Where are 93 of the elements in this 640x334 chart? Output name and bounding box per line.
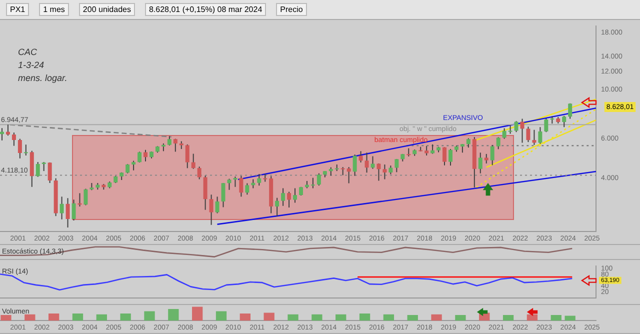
bar [455,315,466,321]
candlestick [167,136,172,146]
bar [431,314,442,321]
bar [120,314,131,321]
candlestick [245,182,250,196]
bar [359,314,370,321]
text: 200 unidades [78,3,135,16]
candlestick [185,144,190,169]
candlestick [484,153,488,164]
candlestick [316,172,321,186]
bar [216,311,227,321]
bar [383,314,394,321]
candlestick [502,128,506,140]
candlestick [310,177,315,189]
bar [96,314,107,321]
candlestick [281,188,286,206]
candlestick [126,164,130,174]
candlestick [496,136,500,150]
candlestick [18,138,22,159]
candlestick [30,150,34,188]
text: 1-3-24 [18,60,44,70]
candlestick [203,175,208,210]
bar [24,314,36,321]
bar [564,316,576,321]
candlestick [84,188,88,206]
candlestick [36,162,40,178]
candlestick [526,126,530,143]
candlestick [138,151,142,163]
candlestick [60,196,64,220]
candlestick [532,129,536,146]
text: Precio [276,3,307,16]
text: PX1 [6,3,30,16]
candlestick [538,126,542,144]
candlestick [215,196,220,214]
candlestick [466,138,470,148]
candlestick [424,145,429,156]
candlestick [430,144,435,154]
candlestick [227,178,232,190]
candlestick [197,166,202,180]
candlestick [24,144,28,156]
candlestick [66,198,70,228]
candlestick [562,115,566,128]
bar [192,306,203,321]
bar [550,315,562,321]
candlestick [144,149,148,162]
candlestick [293,188,298,204]
candlestick [173,138,178,152]
bar [240,314,251,321]
candlestick [346,166,351,184]
bar [502,315,514,321]
candlestick [191,153,196,170]
candlestick [352,154,357,176]
bar [0,315,12,321]
candlestick [221,182,226,208]
text: 1 mes [39,3,69,16]
candlestick [568,102,572,120]
candlestick [514,120,518,133]
candlestick [287,191,292,208]
candlestick [132,160,136,171]
candlestick [448,148,452,166]
candlestick [72,199,76,221]
bar [336,314,346,321]
candlestick [370,156,375,170]
text: 8.628,01 (+0,15%) 08 mar 2024 [144,3,266,16]
candlestick [12,132,16,146]
candlestick [382,164,387,180]
bar [288,314,298,321]
bar [72,314,84,321]
candlestick [544,118,548,133]
candlestick [478,152,482,174]
candlestick [257,174,262,186]
candlestick [6,124,10,136]
annotation: mens. logar. [18,73,68,84]
bar [48,314,60,321]
candlestick [364,152,369,174]
candlestick [520,118,524,144]
bar [168,309,179,321]
candlestick [239,175,244,198]
bar [144,311,155,321]
candlestick [209,194,214,226]
candlestick [394,158,399,173]
candlestick [442,146,447,166]
candlestick [376,162,381,182]
candlestick [275,197,280,217]
candlestick [48,162,52,184]
candlestick [490,144,494,166]
candlestick [358,150,363,163]
bar [264,312,274,321]
candlestick [233,176,238,188]
text: CAC [18,47,38,58]
candlestick [42,162,46,172]
bar [312,314,322,321]
bar [407,315,418,321]
